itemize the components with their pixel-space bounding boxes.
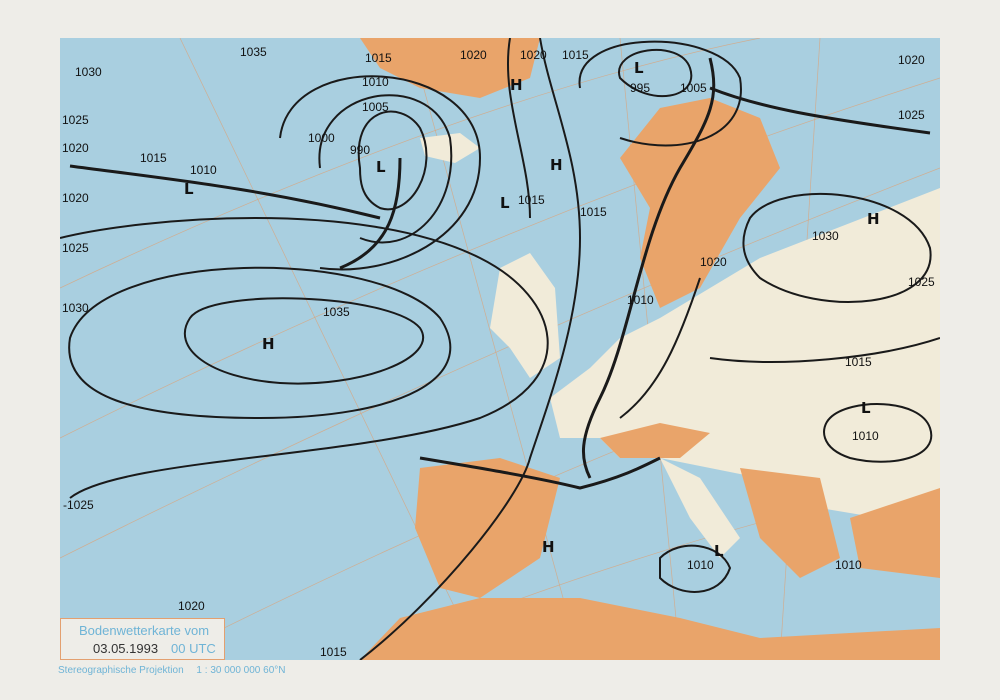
isobar-label: 1030 xyxy=(75,65,102,79)
low-pressure-center: L xyxy=(376,158,386,176)
north-africa xyxy=(360,598,940,660)
isobar-label: 1010 xyxy=(687,558,714,572)
isobar-label: 1015 xyxy=(518,193,545,207)
isobar-label: 1015 xyxy=(562,48,589,62)
balkans xyxy=(740,468,840,578)
pressure-centers: H H L L L L H H L H L xyxy=(184,59,880,560)
isobar-label: 1020 xyxy=(700,255,727,269)
scandinavia xyxy=(620,98,780,308)
map-legend-box: Bodenwetterkarte vom 03.05.1993 00 UTC xyxy=(60,618,225,660)
isobar-labels: 1035 1030 1025 1020 1015 1010 1015 1010 … xyxy=(62,45,935,659)
isobar-label: 990 xyxy=(350,143,370,157)
greenland xyxy=(360,38,540,98)
isobar-label: 1020 xyxy=(178,599,205,613)
isobar-label: 1010 xyxy=(835,558,862,572)
isobar-label: 995 xyxy=(630,81,650,95)
isobar-label: 1020 xyxy=(62,191,89,205)
isobar-label: 1035 xyxy=(240,45,267,59)
isobar-label: 1025 xyxy=(908,275,935,289)
legend-title: Bodenwetterkarte vom xyxy=(79,623,210,638)
isobar-label: 1020 xyxy=(898,53,925,67)
isobar-label: 1025 xyxy=(62,241,89,255)
iceland xyxy=(420,133,480,163)
high-pressure-center: H xyxy=(867,210,880,228)
high-pressure-center: H xyxy=(550,156,563,174)
isobar-label: 1015 xyxy=(365,51,392,65)
high-pressure-center: H xyxy=(510,76,523,94)
high-pressure-center: H xyxy=(542,538,555,556)
isobar-label: 1010 xyxy=(362,75,389,89)
british-isles xyxy=(490,253,560,378)
scale-text: 1 : 30 000 000 60°N xyxy=(196,665,286,676)
isobar-label: 1015 xyxy=(845,355,872,369)
isobar-label: 1030 xyxy=(812,229,839,243)
isobar-label: -1025 xyxy=(63,498,94,512)
isobar-label: 1025 xyxy=(898,108,925,122)
isobars xyxy=(60,38,940,660)
isobar-label: 1015 xyxy=(320,645,347,659)
isobar-label: 1020 xyxy=(460,48,487,62)
isobar-label: 1010 xyxy=(852,429,879,443)
isobar-label: 1015 xyxy=(140,151,167,165)
isobar-label: 1010 xyxy=(190,163,217,177)
low-pressure-center: L xyxy=(861,399,871,417)
low-pressure-center: L xyxy=(714,542,724,560)
isobar-label: 1030 xyxy=(62,301,89,315)
turkey xyxy=(850,488,940,578)
isobar-label: 1025 xyxy=(62,113,89,127)
isobar-label: 1010 xyxy=(627,293,654,307)
projection-footer: Stereographische Projektion 1 : 30 000 0… xyxy=(58,665,296,676)
legend-time: 00 UTC xyxy=(171,641,216,656)
fronts xyxy=(69,57,931,490)
isobar-label: 1020 xyxy=(62,141,89,155)
landmasses xyxy=(360,38,940,660)
alps xyxy=(600,423,710,458)
low-pressure-center: L xyxy=(500,194,510,212)
isobar-label: 1005 xyxy=(362,100,389,114)
low-pressure-center: L xyxy=(184,180,194,198)
projection-text: Stereographische Projektion xyxy=(58,665,184,676)
isobar-label: 1005 xyxy=(680,81,707,95)
isobar-label: 1015 xyxy=(580,205,607,219)
isobar-label: 1020 xyxy=(520,48,547,62)
italy xyxy=(660,458,740,558)
iberia xyxy=(415,458,560,598)
surface-weather-map: 1035 1030 1025 1020 1015 1010 1015 1010 … xyxy=(60,38,940,660)
isobar-label: 1000 xyxy=(308,131,335,145)
high-pressure-center: H xyxy=(262,335,275,353)
isobar-label: 1035 xyxy=(323,305,350,319)
low-pressure-center: L xyxy=(634,59,644,77)
legend-date: 03.05.1993 xyxy=(93,641,159,656)
